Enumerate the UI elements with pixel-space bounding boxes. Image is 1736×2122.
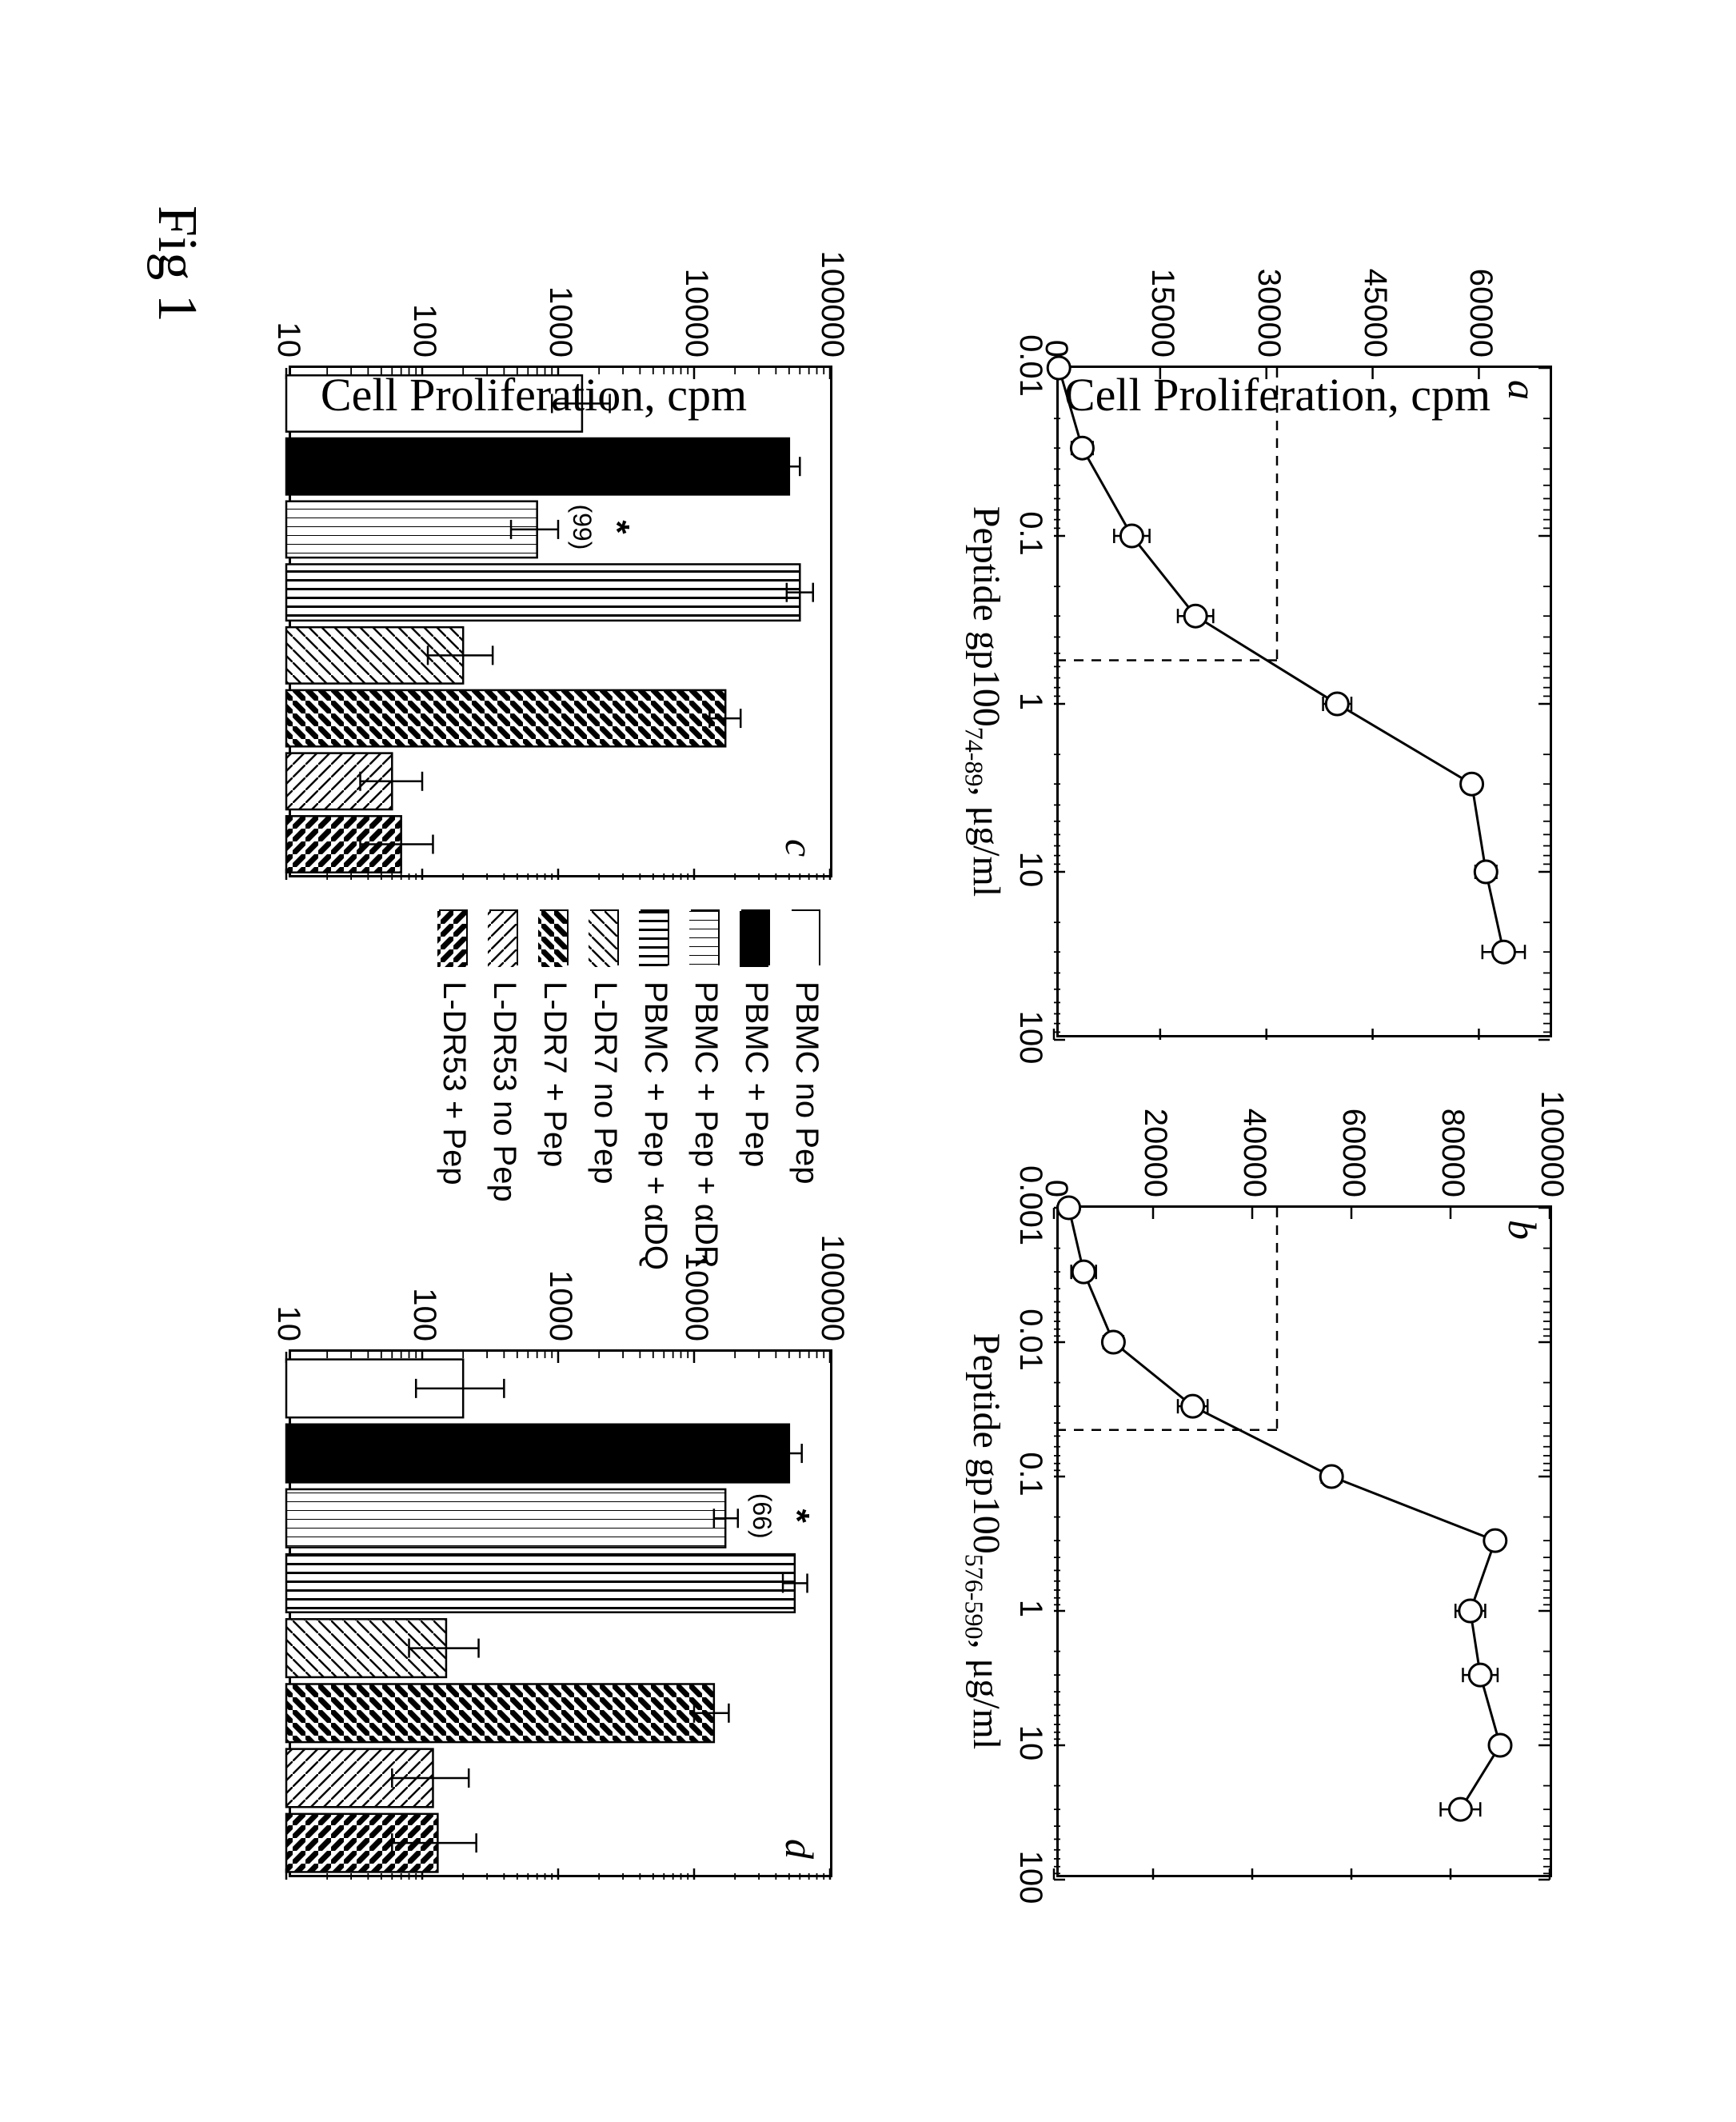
legend-swatch (641, 909, 669, 965)
chart-a (1056, 366, 1552, 1037)
legend-item: PBMC no Pep (788, 909, 824, 1270)
y-tick-label: 10 (270, 238, 306, 358)
x-tick-label: 10 (1012, 1703, 1048, 1783)
legend-label: L-DR53 + Pep (436, 981, 472, 1185)
x-tick-label: 0.01 (1012, 1300, 1048, 1380)
panel-label-c: c (776, 839, 823, 857)
x-tick-label: 1 (1012, 661, 1048, 741)
legend-label: L-DR53 no Pep (486, 981, 522, 1202)
x-axis-label: Peptide gp10074-89, μg/ml (959, 366, 1008, 1037)
figure-caption: Fig 1 (145, 206, 209, 322)
legend-label: L-DR7 no Pep (587, 981, 623, 1184)
y-tick-label: 10 (270, 1221, 306, 1341)
x-tick-label: 100 (1012, 997, 1048, 1077)
x-tick-label: 0.1 (1012, 1434, 1048, 1514)
chart-b (1056, 1205, 1552, 1877)
legend-label: PBMC no Pep (788, 981, 824, 1184)
legend-label: L-DR7 + Pep (537, 981, 573, 1167)
y-tick-label: 45000 (1356, 246, 1392, 358)
y-tick-label: 80000 (1435, 1085, 1471, 1197)
legend-label: PBMC + Pep + αDR (688, 981, 724, 1269)
legend: PBMC no Pep PBMC + Pep PBMC + Pep + αDR PBM… (421, 909, 824, 1270)
legend-item: L-DR53 + Pep (436, 909, 472, 1270)
legend-swatch (691, 909, 720, 965)
y-tick-label: 60000 (1335, 1085, 1371, 1197)
y-tick-label: 60000 (1463, 246, 1499, 358)
x-tick-label: 0.1 (1012, 494, 1048, 573)
legend-item: L-DR53 no Pep (486, 909, 522, 1270)
y-tick-label: 30000 (1250, 246, 1286, 358)
legend-label: PBMC + Pep (738, 981, 774, 1167)
bar-annotation: (66) (746, 1484, 776, 1548)
chart-c (289, 366, 832, 877)
legend-item: L-DR7 no Pep (587, 909, 623, 1270)
y-tick-label: 15000 (1143, 246, 1179, 358)
legend-swatch (439, 909, 468, 965)
y-tick-label: 100000 (814, 238, 850, 358)
y-tick-label: 0 (1038, 246, 1074, 358)
x-tick-label: 10 (1012, 829, 1048, 909)
legend-swatch (489, 909, 518, 965)
y-tick-label: 10000 (678, 238, 714, 358)
panel-label-b: b (1499, 1220, 1546, 1240)
legend-swatch (741, 909, 770, 965)
legend-item: L-DR7 + Pep (537, 909, 573, 1270)
panel-label-d: d (776, 1839, 823, 1859)
y-tick-label: 1000 (542, 238, 578, 358)
y-tick-label: 20000 (1137, 1085, 1173, 1197)
legend-swatch (792, 909, 820, 965)
y-tick-label: 40000 (1236, 1085, 1272, 1197)
legend-item: PBMC + Pep + αDR (688, 909, 724, 1270)
legend-item: PBMC + Pep (738, 909, 774, 1270)
x-tick-label: 100 (1012, 1837, 1048, 1917)
figure-1: 0.010.1110100015000300004500060000aPepti… (32, 32, 1704, 2090)
significance-star: * (597, 514, 637, 538)
panel-label-a: a (1499, 380, 1546, 400)
legend-swatch (540, 909, 569, 965)
y-tick-label: 0 (1038, 1085, 1074, 1197)
legend-label: PBMC + Pep + αDQ (637, 981, 673, 1270)
y-tick-label: 100 (406, 238, 442, 358)
legend-swatch (590, 909, 619, 965)
significance-star: * (776, 1504, 816, 1528)
bar-annotation: (99) (567, 494, 597, 558)
x-tick-label: 1 (1012, 1569, 1048, 1648)
y-tick-label: 100000 (1534, 1085, 1570, 1197)
chart-d (289, 1349, 832, 1877)
y-axis-label: Cell Proliferation, cpm (320, 368, 746, 422)
x-axis-label: Peptide gp100576-590, μg/ml (959, 1205, 1008, 1877)
y-axis-label: Cell Proliferation, cpm (1064, 368, 1490, 422)
legend-item: PBMC + Pep + αDQ (637, 909, 673, 1270)
